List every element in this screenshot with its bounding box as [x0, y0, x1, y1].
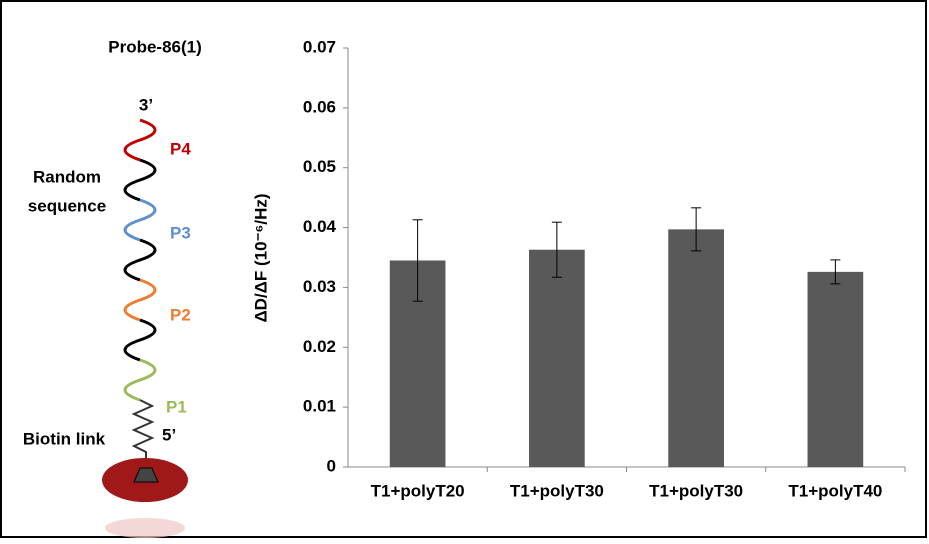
probe-strand — [123, 118, 157, 468]
x-tick-label: T1+polyT30 — [649, 481, 743, 500]
p2-segment — [123, 278, 157, 322]
x-tick-label: T1+polyT20 — [371, 481, 465, 500]
probe-title: Probe-86(1) — [108, 37, 202, 56]
y-tick-label: 0.07 — [303, 37, 336, 56]
biotin-spring — [131, 399, 155, 468]
x-tick-label: T1+polyT40 — [788, 481, 882, 500]
p4-segment — [123, 118, 157, 162]
y-tick-label: 0.02 — [303, 337, 336, 356]
end-label: 3’ — [139, 95, 153, 114]
p3-label: P3 — [170, 223, 191, 242]
random-label: Random — [33, 167, 101, 186]
random-segment — [123, 158, 157, 202]
biotin-label: Biotin link — [23, 429, 106, 448]
y-tick-label: 0.03 — [303, 277, 336, 296]
anchor — [133, 467, 159, 483]
y-tick-label: 0.06 — [303, 97, 336, 116]
end-label: 5’ — [162, 425, 176, 444]
p4-label: P4 — [170, 139, 191, 158]
y-tick-label: 0 — [327, 456, 336, 475]
p1-label: P1 — [166, 397, 187, 416]
p1-segment — [123, 358, 157, 402]
y-tick-label: 0.04 — [303, 217, 337, 236]
x-tick-label: T1+polyT30 — [510, 481, 604, 500]
y-tick-label: 0.01 — [303, 397, 336, 416]
p2-label: P2 — [170, 305, 191, 324]
random-segment — [123, 238, 157, 282]
y-tick-label: 0.05 — [303, 157, 336, 176]
p3-segment — [123, 198, 157, 242]
bar — [668, 229, 724, 467]
y-axis-label: ΔD/ΔF (10⁻⁶/Hz) — [251, 193, 270, 322]
random-segment — [123, 318, 157, 362]
bead-reflection — [105, 518, 185, 538]
random-label: sequence — [28, 196, 106, 215]
bar — [529, 249, 585, 467]
bar — [807, 271, 864, 467]
